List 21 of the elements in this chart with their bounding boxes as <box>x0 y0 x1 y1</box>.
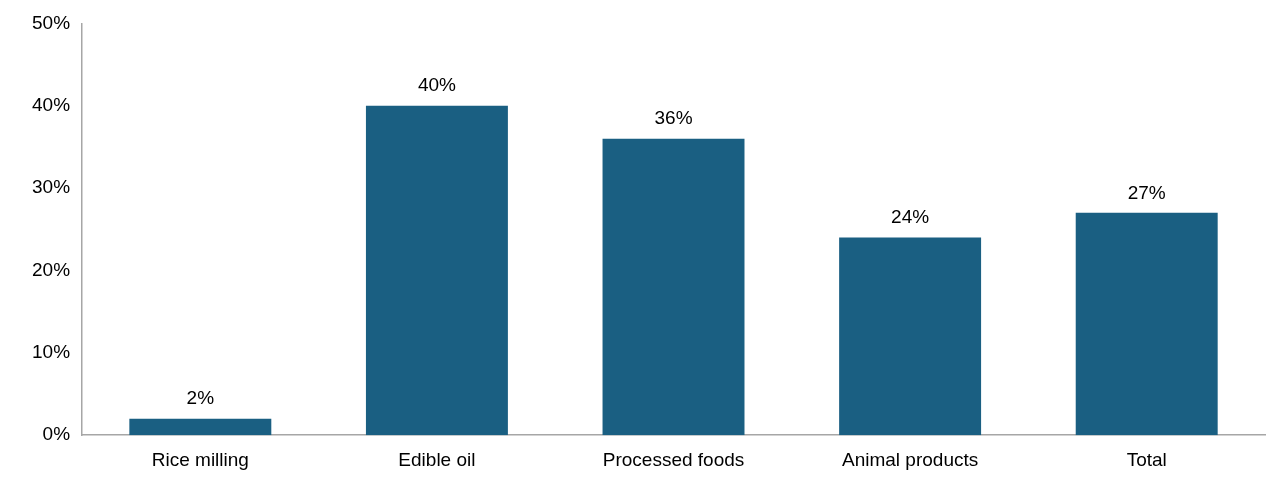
data-label: 27% <box>1127 181 1166 203</box>
y-tick-label: 40% <box>32 93 71 115</box>
bar <box>839 237 982 436</box>
y-tick-label: 20% <box>32 258 71 280</box>
bar <box>602 138 745 436</box>
x-tick-label: Processed foods <box>602 448 745 470</box>
bar <box>1075 212 1218 436</box>
x-tick-label: Rice milling <box>151 448 249 470</box>
y-tick-label: 0% <box>42 423 71 445</box>
data-label: 40% <box>417 74 457 96</box>
x-tick-label: Animal products <box>841 448 979 470</box>
y-tick-label: 10% <box>32 341 71 363</box>
x-tick-label: Edible oil <box>398 448 476 470</box>
data-label: 24% <box>891 206 930 228</box>
bar <box>129 418 272 436</box>
data-label: 36% <box>654 107 693 129</box>
data-label: 2% <box>186 387 215 409</box>
y-tick-label: 30% <box>32 176 71 198</box>
y-tick-label: 50% <box>32 11 71 33</box>
x-tick-label: Total <box>1126 448 1167 470</box>
bar <box>365 105 508 436</box>
